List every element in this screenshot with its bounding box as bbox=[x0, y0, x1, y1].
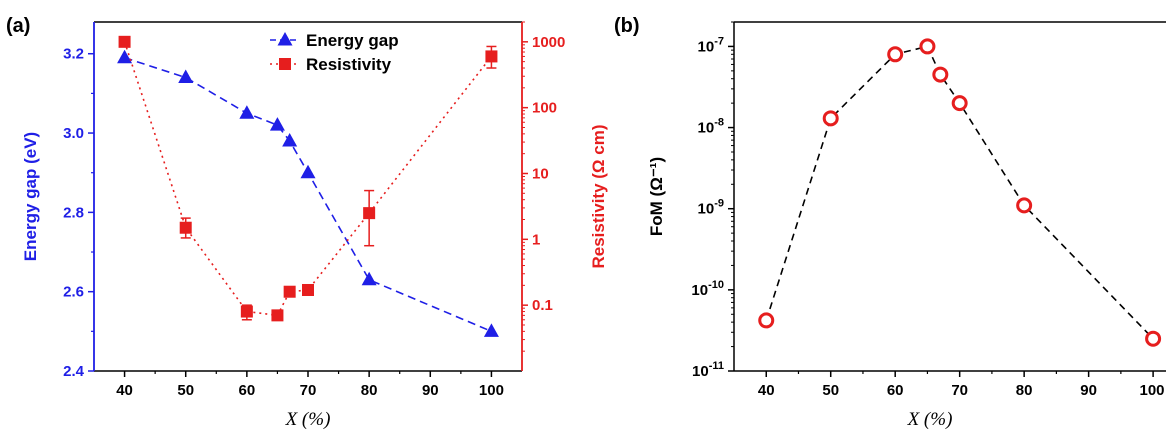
energy-gap-point bbox=[282, 132, 298, 147]
right-axis-title: Resistivity (Ω cm) bbox=[589, 124, 608, 268]
x-tick-label: 60 bbox=[239, 382, 256, 399]
energy-gap-line bbox=[124, 56, 492, 333]
fom-point bbox=[1016, 197, 1033, 214]
resistivity-point bbox=[118, 35, 131, 48]
left-axis-title: Energy gap (eV) bbox=[21, 132, 40, 261]
right-tick-label: 1 bbox=[532, 231, 540, 248]
y-tick-base: 10 bbox=[692, 363, 709, 380]
resistivity-point bbox=[179, 221, 192, 234]
x-tick-label: 60 bbox=[887, 382, 904, 399]
resistivity-point bbox=[271, 309, 284, 322]
y-tick-base: 10 bbox=[698, 201, 715, 218]
energy-gap-point bbox=[117, 49, 133, 64]
energy-gap-point bbox=[483, 323, 499, 337]
fom-point bbox=[951, 95, 968, 112]
panel-a-chart: 40 50 60 70 80 90 100 2.4 2.6 2.8 3.0 3.2 0.1 1 10 100 1… bbox=[21, 21, 608, 430]
x-tick-label: 80 bbox=[1016, 382, 1033, 399]
x-tick-label: 70 bbox=[951, 382, 968, 399]
x-axis-title: X (%) bbox=[907, 409, 953, 430]
panel-a-label: (a) bbox=[6, 15, 30, 37]
energy-gap-point bbox=[269, 117, 285, 131]
x-tick-label: 100 bbox=[1139, 382, 1164, 399]
energy-gap-point bbox=[300, 164, 316, 179]
resistivity-point bbox=[302, 283, 314, 296]
left-tick-label: 2.8 bbox=[63, 204, 84, 221]
panel-b-label: (b) bbox=[614, 15, 640, 37]
left-tick-label: 3.0 bbox=[63, 125, 84, 142]
y-tick-label: 10-8 bbox=[698, 117, 724, 137]
x-tick-label: 70 bbox=[300, 382, 317, 399]
left-tick-label: 2.4 bbox=[63, 363, 85, 380]
energy-gap-point bbox=[239, 105, 255, 119]
energy-gap-point bbox=[178, 69, 194, 84]
energy-gap-point bbox=[361, 271, 377, 286]
resistivity-point bbox=[485, 50, 498, 63]
legend-resistivity-marker bbox=[279, 58, 291, 70]
y-tick-label: 10-7 bbox=[698, 35, 724, 55]
right-tick-label: 10 bbox=[532, 165, 549, 182]
right-tick-label: 100 bbox=[532, 100, 557, 117]
x-tick-label: 50 bbox=[822, 382, 839, 399]
left-tick-label: 2.6 bbox=[63, 284, 84, 301]
y-tick-base: 10 bbox=[691, 282, 708, 299]
x-axis-title: X (%) bbox=[285, 409, 331, 430]
y-tick-label: 10-9 bbox=[698, 198, 724, 218]
y-tick-label: 10-11 bbox=[692, 360, 724, 380]
right-tick-label: 0.1 bbox=[532, 297, 553, 314]
x-tick-label: 80 bbox=[361, 382, 378, 399]
left-tick-label: 3.2 bbox=[63, 46, 84, 63]
resistivity-point bbox=[240, 305, 253, 318]
x-tick-label: 40 bbox=[758, 382, 775, 399]
x-tick-label: 100 bbox=[479, 382, 504, 399]
fom-line bbox=[765, 45, 1154, 340]
y-tick-exponent: -9 bbox=[714, 198, 724, 210]
resistivity-point bbox=[283, 285, 296, 298]
y-tick-exponent: -11 bbox=[709, 360, 724, 372]
fom-point bbox=[919, 38, 936, 55]
legend-resistivity-label: Resistivity bbox=[306, 55, 392, 74]
resistivity-point bbox=[363, 207, 376, 220]
fom-point bbox=[887, 46, 904, 63]
x-tick-label: 90 bbox=[422, 382, 439, 399]
legend-energy-gap-marker bbox=[277, 32, 293, 46]
x-tick-label: 50 bbox=[177, 382, 194, 399]
y-tick-base: 10 bbox=[698, 38, 715, 55]
x-tick-label: 40 bbox=[116, 382, 133, 399]
fom-point bbox=[932, 66, 949, 83]
fom-point bbox=[758, 312, 775, 329]
fom-point bbox=[1145, 330, 1162, 347]
right-tick-label: 1000 bbox=[532, 34, 565, 51]
resistivity-line bbox=[123, 41, 493, 317]
y-tick-exponent: -10 bbox=[708, 279, 724, 291]
y-tick-exponent: -7 bbox=[714, 35, 724, 47]
y-axis-title: FoM (Ω⁻¹) bbox=[647, 157, 666, 236]
y-tick-exponent: -8 bbox=[714, 117, 724, 129]
y-tick-base: 10 bbox=[698, 120, 715, 137]
fom-point bbox=[822, 110, 839, 127]
legend-energy-gap-label: Energy gap bbox=[306, 31, 399, 50]
x-tick-label: 90 bbox=[1080, 382, 1097, 399]
panel-b-chart: 40 50 60 70 80 90 10010-1110-1010-910-810-7FoM… bbox=[647, 21, 1166, 430]
y-tick-label: 10-10 bbox=[691, 279, 724, 299]
